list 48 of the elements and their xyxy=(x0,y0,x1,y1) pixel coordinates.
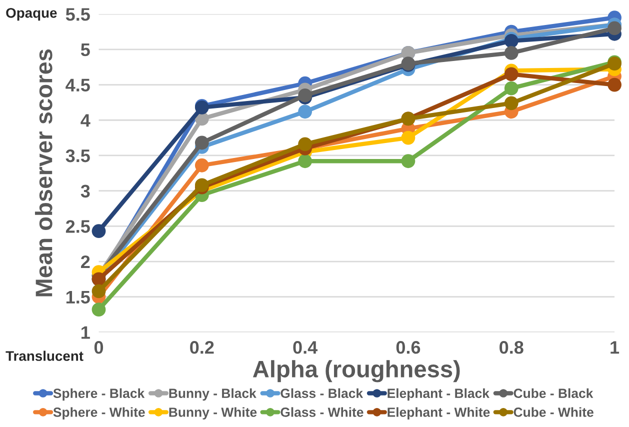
y-tick-label: 1 xyxy=(82,326,90,339)
x-tick-label: 0.8 xyxy=(500,341,524,354)
point xyxy=(194,158,209,172)
legend-label: Elephant - White xyxy=(388,407,490,420)
legend-label: Sphere - White xyxy=(53,407,145,420)
point xyxy=(298,154,312,168)
y-tick-label: 3.5 xyxy=(66,149,90,162)
legend-label: Glass - White xyxy=(280,407,364,417)
y-tick-label: 4.5 xyxy=(66,78,90,92)
point xyxy=(92,224,106,238)
point xyxy=(194,136,209,150)
point xyxy=(298,88,312,102)
legend-label: Elephant - Black xyxy=(388,388,490,401)
y-tick-label: 3 xyxy=(80,184,90,198)
point xyxy=(504,34,518,48)
y-axis-title: Mean observer scores xyxy=(34,49,52,296)
legend-label: Bunny - Black xyxy=(169,388,256,401)
point xyxy=(504,81,518,96)
x-tick-label: 0.6 xyxy=(396,341,420,354)
legend-label: Glass - Black xyxy=(280,388,364,398)
y-tick-label: 2 xyxy=(81,255,90,268)
legend-label: Cube - White xyxy=(514,407,594,417)
x-tick-label: 0.2 xyxy=(190,341,214,354)
text: Opaque xyxy=(6,8,57,21)
y-tick-label: 5.5 xyxy=(66,8,90,21)
point xyxy=(401,130,416,145)
y-tick-label: 4 xyxy=(80,114,90,127)
y-tick-label: 5 xyxy=(80,44,90,56)
point xyxy=(608,21,622,36)
point xyxy=(298,104,312,119)
point xyxy=(92,302,106,317)
point xyxy=(504,67,518,82)
point xyxy=(608,78,622,92)
point xyxy=(401,154,416,168)
text: Translucent xyxy=(6,350,84,361)
x-tick-label: 1 xyxy=(610,341,620,354)
point xyxy=(504,46,518,60)
y-tick-label: 1.5 xyxy=(66,290,90,304)
point xyxy=(504,96,518,110)
point xyxy=(92,284,106,298)
legend-label: Bunny - White xyxy=(169,407,257,420)
y-tick-label: 2.5 xyxy=(66,220,90,233)
x-tick-label: 0 xyxy=(94,341,104,354)
x-tick-label: 0.4 xyxy=(293,341,318,354)
legend-label: Sphere - Black xyxy=(53,388,145,401)
x-axis-title: Alpha (roughness) xyxy=(252,360,460,382)
legend-label: Cube - Black xyxy=(514,388,594,398)
point xyxy=(298,137,312,152)
